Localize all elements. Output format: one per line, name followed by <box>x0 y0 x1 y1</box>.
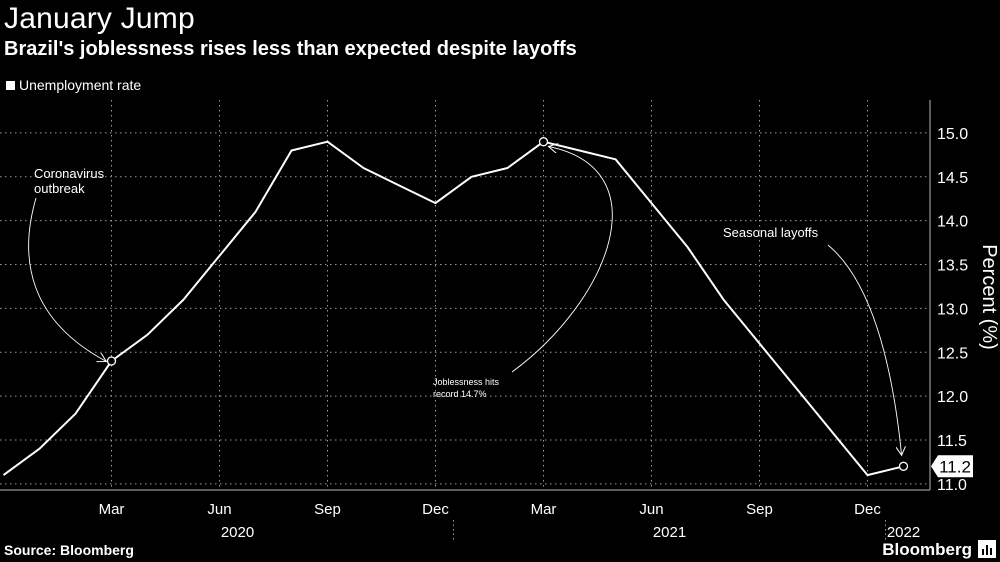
year-label: 2022 <box>887 524 920 541</box>
brand-logo: Bloomberg <box>882 540 972 559</box>
bloomberg-chart-icon <box>978 540 996 558</box>
y-tick-label: 12.5 <box>937 345 968 362</box>
x-tick-label: Jun <box>639 501 663 518</box>
last-value-badge <box>931 455 973 478</box>
x-tick-label: Mar <box>531 501 557 518</box>
annotation-marker <box>538 137 549 147</box>
x-tick-label: Jun <box>207 501 231 518</box>
series-line-unemployment-rate <box>2 140 904 477</box>
y-tick-label: 13.0 <box>937 301 968 318</box>
annotation-text: Seasonal layoffs <box>723 225 819 240</box>
y-tick-label: 12.0 <box>937 389 968 406</box>
annotation-text: Joblessness hits <box>433 377 500 387</box>
annotation-text: outbreak <box>34 181 85 196</box>
legend-label: Unemployment rate <box>19 77 142 93</box>
y-tick-label: 13.5 <box>937 258 968 275</box>
annotation-text: record 14.7% <box>433 389 487 399</box>
annotation-leader <box>511 147 613 373</box>
y-tick-label: 14.5 <box>937 170 968 187</box>
source-note: Source: Bloomberg <box>4 542 134 558</box>
y-axis-title: Percent (%) <box>978 244 1000 350</box>
annotation-leader <box>28 197 106 361</box>
annotation-leader <box>827 244 902 454</box>
x-tick-label: Mar <box>99 501 125 518</box>
annotation-text: Coronavirus <box>34 166 105 181</box>
annotation-marker <box>898 461 909 471</box>
x-tick-label: Dec <box>854 501 881 518</box>
y-tick-label: 11.0 <box>937 477 967 494</box>
x-tick-label: Sep <box>314 501 341 518</box>
year-label: 2020 <box>221 524 254 541</box>
chart-subtitle: Brazil's joblessness rises less than exp… <box>4 38 577 60</box>
chart-title: January Jump <box>4 2 195 35</box>
x-tick-label: Dec <box>422 501 449 518</box>
year-label: 2021 <box>653 524 686 541</box>
legend-swatch <box>6 80 15 90</box>
last-value-label: 11.2 <box>939 457 971 476</box>
x-tick-label: Sep <box>746 501 773 518</box>
annotation-marker <box>106 356 117 366</box>
y-tick-label: 11.5 <box>937 433 967 450</box>
y-tick-label: 14.0 <box>937 214 968 231</box>
legend: Unemployment rate <box>6 77 141 93</box>
y-tick-label: 15.0 <box>937 126 968 143</box>
